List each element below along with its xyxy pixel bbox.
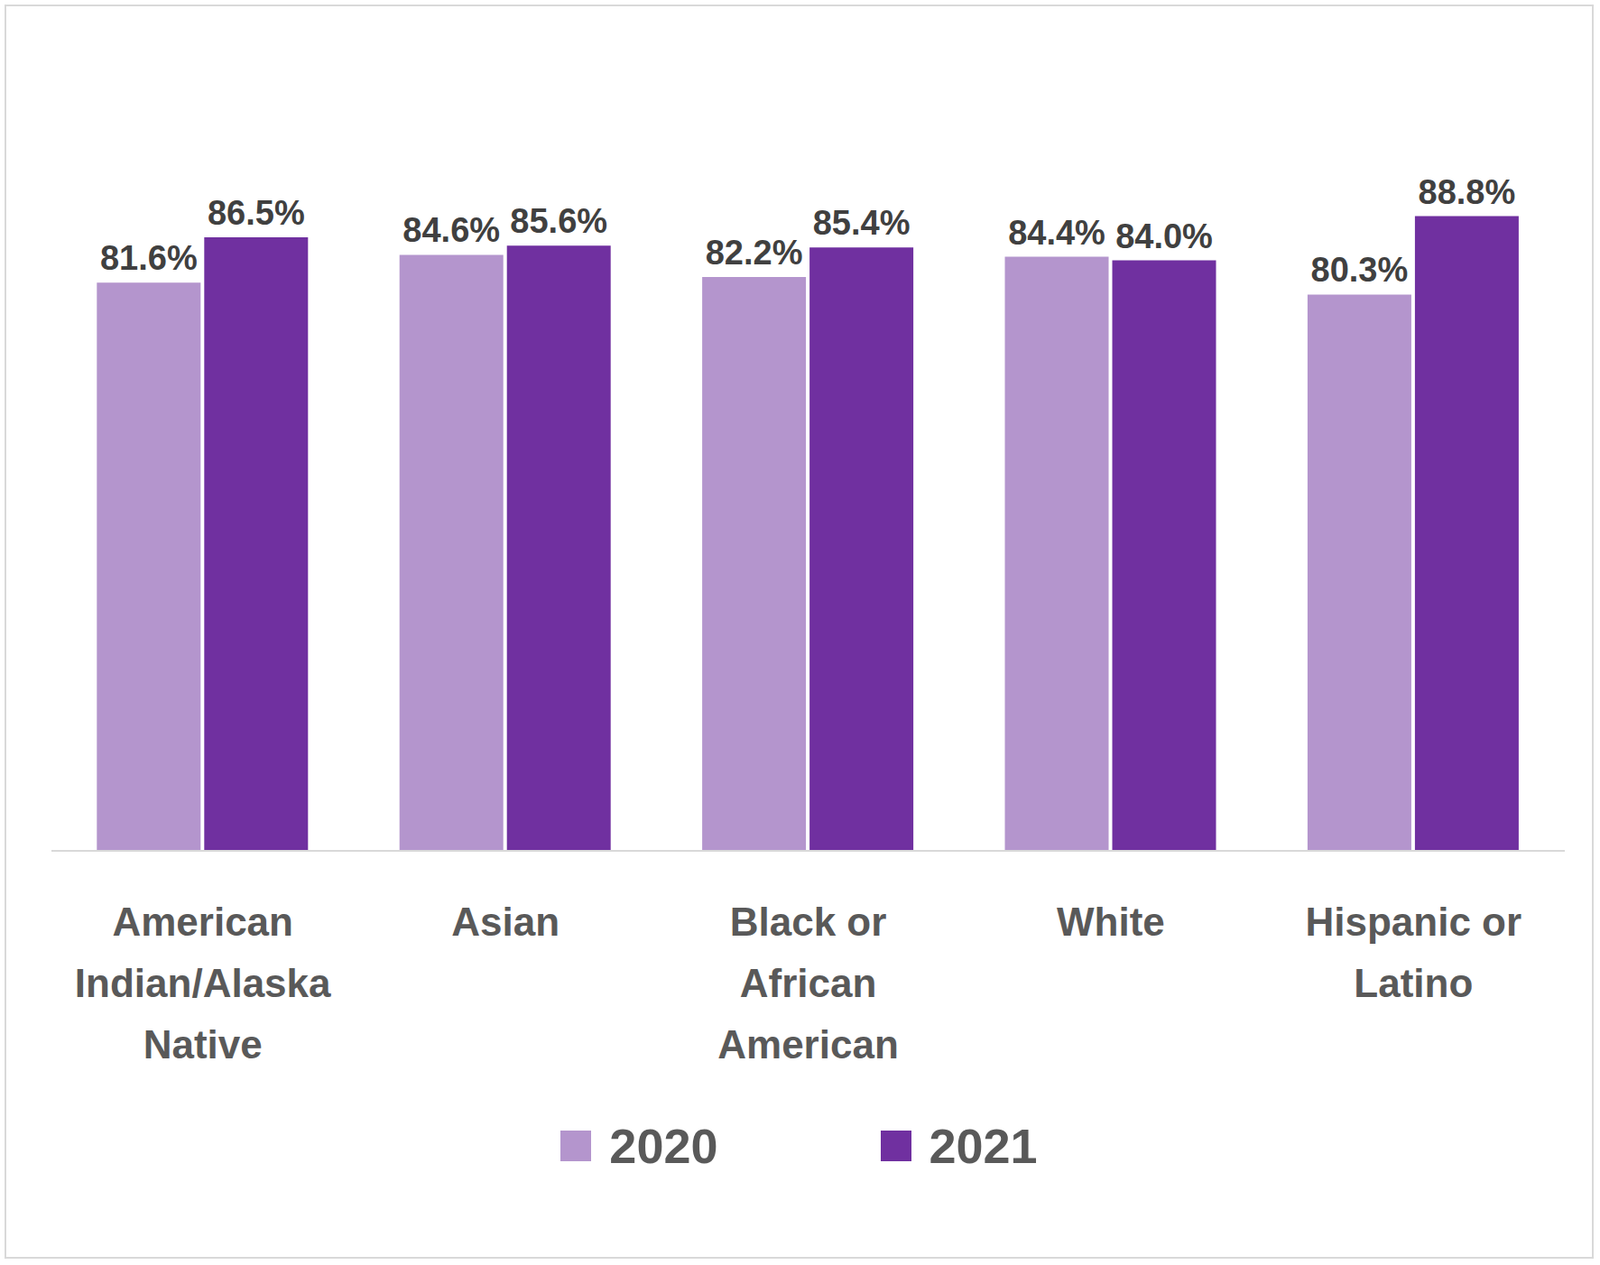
svg-text:American: American — [717, 1022, 899, 1067]
svg-text:85.6%: 85.6% — [509, 202, 608, 241]
svg-text:Indian/Alaska: Indian/Alaska — [74, 961, 332, 1006]
svg-text:84.0%: 84.0% — [1115, 217, 1213, 256]
svg-text:88.8%: 88.8% — [1418, 173, 1517, 212]
svg-text:Latino: Latino — [1353, 961, 1473, 1006]
svg-text:Asian: Asian — [451, 899, 560, 944]
svg-text:86.5%: 86.5% — [207, 194, 306, 232]
svg-text:Hispanic or: Hispanic or — [1304, 899, 1522, 944]
svg-text:84.6%: 84.6% — [402, 211, 500, 250]
svg-text:Black or: Black or — [730, 899, 888, 944]
svg-text:White: White — [1056, 899, 1166, 944]
svg-text:81.6%: 81.6% — [100, 239, 198, 278]
svg-text:80.3%: 80.3% — [1311, 250, 1409, 289]
svg-text:82.2%: 82.2% — [705, 233, 804, 272]
html-text:2020: 2020 — [609, 1119, 718, 1174]
svg-text:Native: Native — [143, 1022, 263, 1067]
svg-text:85.4%: 85.4% — [813, 203, 911, 242]
svg-text:American: American — [111, 899, 294, 944]
html-text:2021: 2021 — [929, 1119, 1038, 1174]
svg-text:African: African — [739, 961, 878, 1006]
svg-text:84.4%: 84.4% — [1008, 213, 1106, 252]
